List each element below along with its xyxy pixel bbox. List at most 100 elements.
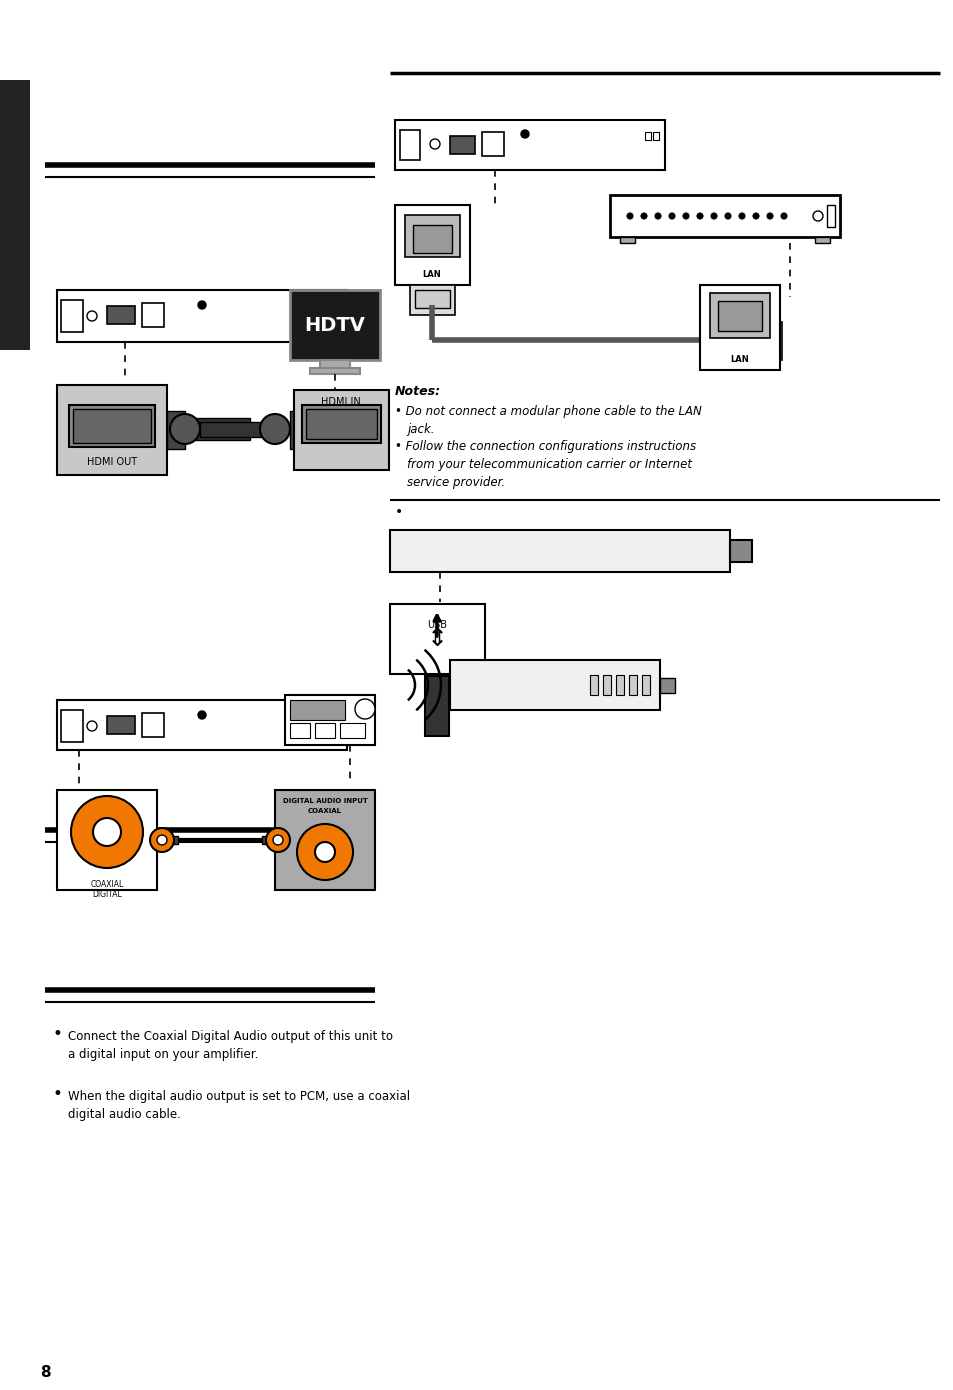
Bar (107, 716, 135, 734)
Bar (73, 409, 151, 443)
Bar (302, 404, 380, 443)
Bar (158, 835, 178, 844)
Circle shape (682, 213, 688, 220)
Text: • Do not connect a modular phone cable to the LAN: • Do not connect a modular phone cable t… (395, 404, 701, 418)
Circle shape (157, 835, 167, 845)
Bar (746, 322, 781, 360)
Text: Connect the Coaxial Digital Audio output of this unit to: Connect the Coaxial Digital Audio output… (68, 1030, 393, 1042)
Circle shape (150, 828, 173, 852)
Bar (481, 132, 503, 156)
Bar (290, 723, 310, 738)
Circle shape (170, 414, 200, 443)
Circle shape (710, 213, 717, 220)
Bar (616, 676, 623, 695)
Circle shape (739, 213, 744, 220)
Circle shape (198, 302, 206, 309)
Bar (589, 676, 598, 695)
Circle shape (92, 817, 121, 847)
Circle shape (626, 213, 633, 220)
Bar (709, 293, 769, 338)
Bar (142, 713, 164, 737)
Text: jack.: jack. (407, 423, 434, 436)
Text: ⇕: ⇕ (426, 627, 447, 651)
Bar (306, 409, 376, 439)
Text: COAXIAL
DIGITAL: COAXIAL DIGITAL (91, 880, 124, 899)
Bar (399, 131, 419, 160)
Text: •: • (52, 1086, 62, 1104)
Bar (641, 676, 649, 695)
Text: •: • (52, 1024, 62, 1042)
Bar (327, 302, 333, 310)
Bar (413, 225, 452, 253)
Circle shape (520, 131, 529, 138)
Bar (167, 411, 185, 449)
Bar (294, 391, 389, 470)
Circle shape (640, 213, 646, 220)
Circle shape (266, 828, 290, 852)
Circle shape (198, 712, 206, 719)
Text: HDMI OUT: HDMI OUT (87, 457, 137, 467)
Bar (274, 790, 375, 890)
Bar (619, 238, 635, 243)
Circle shape (87, 311, 97, 321)
Bar (405, 215, 459, 257)
Bar (659, 678, 675, 694)
Bar (61, 710, 83, 742)
Bar (628, 676, 637, 695)
Bar (826, 204, 834, 227)
Bar (450, 136, 475, 154)
Text: HDTV: HDTV (304, 316, 365, 335)
Circle shape (296, 824, 353, 880)
Circle shape (71, 796, 143, 867)
Bar (609, 195, 840, 238)
Bar (644, 132, 650, 140)
Bar (729, 539, 751, 562)
Circle shape (655, 213, 660, 220)
Bar (57, 291, 347, 342)
Circle shape (430, 139, 439, 149)
Bar (61, 300, 83, 332)
Bar (415, 291, 450, 309)
Bar (185, 418, 250, 441)
Bar (290, 291, 379, 360)
Bar (339, 723, 365, 738)
Text: service provider.: service provider. (407, 475, 504, 489)
Circle shape (314, 842, 335, 862)
Text: • Follow the connection configurations instructions: • Follow the connection configurations i… (395, 441, 696, 453)
Circle shape (355, 699, 375, 719)
Bar (424, 676, 449, 735)
Wedge shape (12, 329, 30, 348)
Text: a digital input on your amplifier.: a digital input on your amplifier. (68, 1048, 258, 1061)
Text: USB: USB (427, 620, 447, 630)
Bar (57, 790, 157, 890)
Bar (700, 285, 780, 370)
Text: LAN: LAN (730, 354, 749, 364)
Bar (319, 360, 350, 368)
Circle shape (724, 213, 730, 220)
Circle shape (781, 213, 786, 220)
Text: from your telecommunication carrier or Internet: from your telecommunication carrier or I… (407, 457, 691, 471)
Bar (652, 132, 659, 140)
Text: When the digital audio output is set to PCM, use a coaxial: When the digital audio output is set to … (68, 1090, 410, 1104)
Bar (814, 238, 829, 243)
Text: DIGITAL AUDIO INPUT: DIGITAL AUDIO INPUT (282, 798, 367, 803)
Bar (390, 605, 484, 674)
Bar (285, 695, 375, 745)
Bar (57, 385, 167, 475)
Bar (602, 676, 610, 695)
Bar (314, 723, 335, 738)
Circle shape (668, 213, 675, 220)
Text: LAN: LAN (422, 270, 441, 279)
Circle shape (697, 213, 702, 220)
Text: digital audio cable.: digital audio cable. (68, 1108, 181, 1120)
Text: 8: 8 (40, 1365, 51, 1380)
Bar (316, 302, 323, 310)
Bar (262, 835, 282, 844)
Circle shape (260, 414, 290, 443)
Bar (107, 306, 135, 324)
Bar (290, 701, 345, 720)
Bar (69, 404, 154, 448)
Bar (290, 411, 308, 449)
Bar (142, 303, 164, 327)
Circle shape (273, 835, 283, 845)
